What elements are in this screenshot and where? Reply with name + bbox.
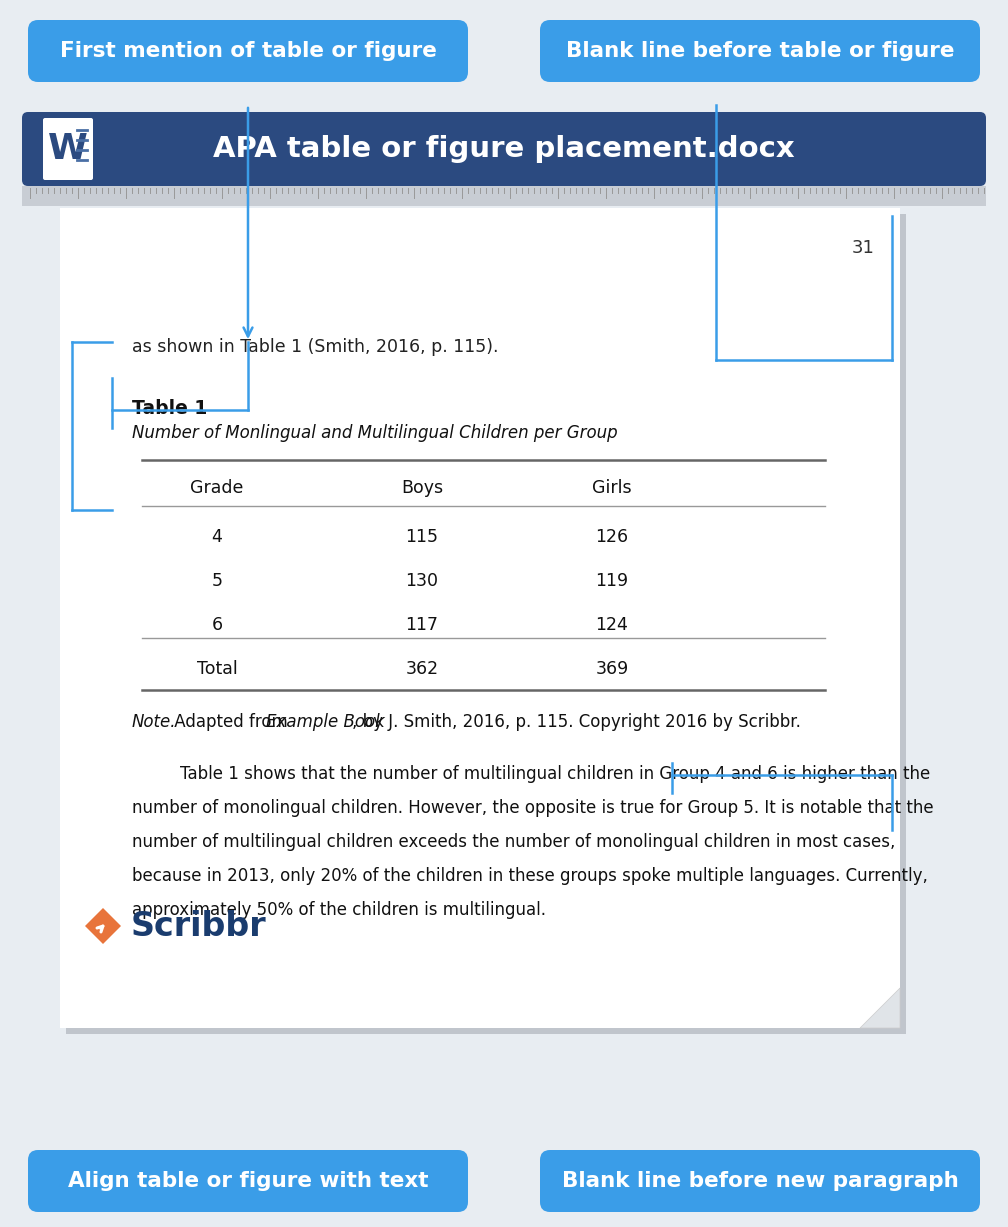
Text: Number of Monlingual and Multilingual Children per Group: Number of Monlingual and Multilingual Ch… [132,425,618,442]
Text: 362: 362 [405,660,438,677]
FancyBboxPatch shape [22,112,986,187]
Polygon shape [85,908,121,944]
Text: Scribbr: Scribbr [131,909,267,942]
Text: as shown in Table 1 (Smith, 2016, p. 115).: as shown in Table 1 (Smith, 2016, p. 115… [132,337,499,356]
Text: 117: 117 [405,616,438,634]
Text: Align table or figure with text: Align table or figure with text [68,1171,428,1191]
Text: 124: 124 [596,616,628,634]
Polygon shape [860,988,900,1028]
FancyBboxPatch shape [28,1150,468,1212]
Text: Boys: Boys [401,479,444,497]
Text: Total: Total [197,660,237,677]
FancyBboxPatch shape [43,118,93,180]
Text: Grade: Grade [191,479,244,497]
Text: 4: 4 [212,528,223,546]
Text: approximately 50% of the children is multilingual.: approximately 50% of the children is mul… [132,901,546,919]
Text: , by J. Smith, 2016, p. 115. Copyright 2016 by Scribbr.: , by J. Smith, 2016, p. 115. Copyright 2… [352,713,801,731]
Text: Blank line before table or figure: Blank line before table or figure [565,40,955,61]
FancyBboxPatch shape [540,20,980,82]
Text: First mention of table or figure: First mention of table or figure [59,40,436,61]
Text: 369: 369 [596,660,629,677]
Text: Table 1 shows that the number of multilingual children in Group 4 and 6 is highe: Table 1 shows that the number of multili… [180,764,930,783]
Text: Blank line before new paragraph: Blank line before new paragraph [561,1171,959,1191]
Text: Table 1: Table 1 [132,399,208,417]
Text: Example Book: Example Book [266,713,385,731]
Text: Note.: Note. [132,713,176,731]
Text: because in 2013, only 20% of the children in these groups spoke multiple languag: because in 2013, only 20% of the childre… [132,867,928,885]
FancyBboxPatch shape [60,209,900,1028]
Text: APA table or figure placement.docx: APA table or figure placement.docx [213,135,795,163]
Text: W: W [48,133,88,166]
Text: number of monolingual children. However, the opposite is true for Group 5. It is: number of monolingual children. However,… [132,799,933,817]
Text: 130: 130 [405,572,438,590]
FancyBboxPatch shape [540,1150,980,1212]
FancyBboxPatch shape [66,213,906,1034]
FancyBboxPatch shape [22,187,986,206]
Text: 6: 6 [212,616,223,634]
Text: 31: 31 [852,239,875,256]
FancyBboxPatch shape [28,20,468,82]
Text: Adapted from: Adapted from [169,713,293,731]
Text: 5: 5 [212,572,223,590]
Text: 119: 119 [596,572,629,590]
Text: Girls: Girls [592,479,632,497]
Text: 115: 115 [405,528,438,546]
Text: number of multilingual children exceeds the number of monolingual children in mo: number of multilingual children exceeds … [132,833,895,852]
Text: 126: 126 [596,528,629,546]
